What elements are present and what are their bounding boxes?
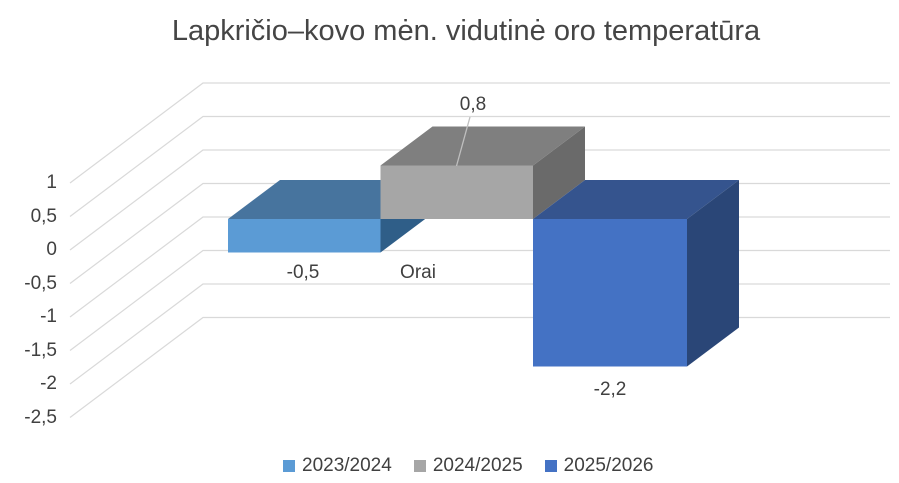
- data-label-2023-2024: -0,5: [286, 262, 320, 283]
- legend-swatch-2024-2025-icon: [413, 460, 426, 472]
- gridline: [69, 249, 890, 351]
- gridline: [69, 283, 890, 385]
- chart-title: Lapkričio–kovo mėn. vidutinė oro tempera…: [171, 15, 761, 47]
- legend-label-2025-2026: 2025/2026: [563, 455, 654, 476]
- y-tick-0: 0: [46, 239, 57, 260]
- legend: 2023/2024 2024/2025 2025/2026: [283, 455, 653, 477]
- y-tick-m2-5: -2,5: [24, 406, 57, 428]
- bar-2025-2026-top-face[interactable]: [533, 180, 739, 219]
- bar-2024-2025-top-face[interactable]: [380, 126, 586, 166]
- gridline: [69, 149, 890, 251]
- data-label-2025-2026: -2,2: [593, 379, 627, 400]
- data-label-2024-2025: 0,8: [459, 94, 487, 115]
- y-tick-1: 1: [46, 172, 57, 193]
- legend-swatch-2025-2026-icon: [544, 460, 557, 472]
- y-tick-m2: -2: [40, 373, 57, 394]
- y-tick-m1-5: -1,5: [24, 339, 57, 361]
- bar-2024-2025[interactable]: [380, 126, 586, 220]
- gridline: [69, 115, 890, 217]
- gridline: [69, 216, 890, 318]
- legend-label-2024-2025: 2024/2025: [432, 455, 523, 476]
- bar-2023-2024-front-face[interactable]: [228, 219, 381, 253]
- legend-item-2024-2025[interactable]: 2024/2025: [413, 455, 523, 477]
- y-tick-m1: -1: [40, 306, 57, 327]
- bar-2025-2026-side-face[interactable]: [687, 180, 739, 367]
- bar-2025-2026[interactable]: [533, 180, 739, 367]
- y-tick-0-5: 0,5: [30, 205, 57, 227]
- legend-swatch-2023-2024-icon: [283, 460, 295, 472]
- gridline: [69, 82, 890, 184]
- category-label-orai: Orai: [400, 262, 436, 283]
- legend-label-2023-2024: 2023/2024: [302, 455, 392, 476]
- data-label-leader-line: [455, 116, 471, 167]
- bar-2024-2025-side-face[interactable]: [533, 126, 585, 220]
- gridline: [69, 316, 890, 418]
- legend-item-2025-2026[interactable]: 2025/2026: [544, 455, 654, 477]
- legend-item-2023-2024[interactable]: 2023/2024: [283, 455, 392, 477]
- y-tick-m0-5: -0,5: [24, 272, 57, 294]
- bar-2024-2025-front-face[interactable]: [380, 165, 534, 220]
- bar-2025-2026-front-face[interactable]: [533, 219, 687, 367]
